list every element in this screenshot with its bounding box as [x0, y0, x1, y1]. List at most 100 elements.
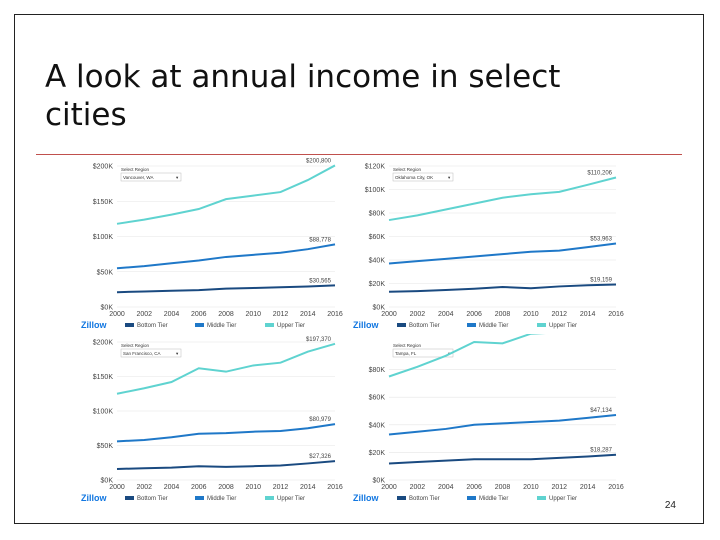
x-tick-label: 2014 [300, 484, 316, 491]
series-line-upper-tier [388, 334, 546, 378]
chart-panel-top-left: $0K $50K $100K $150K $200K 2000 2002 2004 2006 20… [77, 158, 345, 333]
legend-label: Middle Tier [207, 496, 236, 502]
chart-svg: $0K $50K $100K $150K $200K 2000 2002 2004 2006 20… [81, 158, 343, 330]
legend-label: Middle Tier [479, 496, 508, 502]
x-tick-label: 2004 [438, 311, 454, 318]
region-select-label: Select Region [121, 343, 150, 348]
x-tick-label: 2000 [381, 311, 397, 318]
x-tick-label: 2008 [218, 311, 234, 318]
series-line-middle-tier [388, 242, 617, 265]
y-tick-label: $0K [373, 478, 386, 485]
legend-label: Bottom Tier [137, 323, 168, 329]
legend-label: Bottom Tier [409, 323, 440, 329]
x-tick-label: 2000 [381, 484, 397, 491]
x-tick-label: 2002 [410, 484, 426, 491]
legend-label: Upper Tier [277, 496, 305, 502]
y-tick-label: $40K [369, 258, 386, 265]
x-tick-label: 2012 [273, 484, 289, 491]
legend-swatch [195, 323, 204, 327]
y-tick-label: $0K [101, 305, 114, 312]
x-tick-label: 2000 [109, 311, 125, 318]
title-divider [36, 154, 682, 155]
legend-label: Upper Tier [549, 323, 577, 329]
region-select-label: Select Region [393, 167, 422, 172]
chart-panel-top-right: $0K $20K $40K $60K $80K $100K $120K 2000 2002 200… [349, 158, 626, 333]
chart-panel-bottom-left: $0K $50K $100K $150K $200K 2000 2002 2004 2006 20… [77, 334, 345, 506]
y-tick-label: $80K [369, 367, 386, 374]
series-end-label: $30,565 [309, 278, 331, 284]
series-end-label: $19,159 [590, 277, 612, 283]
chart-svg: $0K $20K $40K $60K $80K 2000 2002 2004 2006 2008 2… [353, 334, 624, 503]
y-tick-label: $50K [97, 269, 114, 276]
chart-panel-bottom-right: $0K $20K $40K $60K $80K 2000 2002 2004 2006 2008 2… [349, 334, 626, 506]
x-tick-label: 2002 [136, 484, 152, 491]
series-line-bottom-tier [388, 283, 617, 293]
chevron-down-icon: ▾ [448, 175, 451, 180]
series-line-middle-tier [116, 423, 336, 443]
x-tick-label: 2002 [410, 311, 426, 318]
region-select-label: Select Region [121, 167, 150, 172]
region-select-value: Oklahoma City, OK [395, 175, 433, 180]
x-tick-label: 2008 [495, 311, 511, 318]
x-tick-label: 2010 [245, 484, 261, 491]
legend-swatch [265, 496, 274, 500]
y-tick-label: $100K [93, 409, 114, 416]
series-line-bottom-tier [388, 453, 617, 465]
region-select-value: San Francisco, CA [123, 351, 161, 356]
series-end-label: $110,206 [587, 171, 612, 177]
series-end-label: $88,778 [309, 237, 331, 243]
series-end-label: $200,800 [306, 158, 332, 164]
zillow-logo: Zillow [353, 493, 379, 503]
x-tick-label: 2004 [438, 484, 454, 491]
x-tick-label: 2014 [580, 311, 596, 318]
legend-label: Bottom Tier [137, 496, 168, 502]
x-tick-label: 2008 [495, 484, 511, 491]
region-select-box [120, 172, 182, 182]
x-tick-label: 2000 [109, 484, 125, 491]
y-tick-label: $100K [93, 234, 114, 241]
chart-svg: $0K $50K $100K $150K $200K 2000 2002 2004 2006 20… [81, 337, 343, 503]
series-end-label: $197,370 [306, 337, 332, 343]
y-tick-label: $100K [365, 187, 386, 194]
series-end-label: $47,134 [590, 408, 612, 414]
x-tick-label: 2002 [136, 311, 152, 318]
y-tick-label: $150K [93, 199, 114, 206]
chart-svg: $0K $20K $40K $60K $80K $100K $120K 2000 2002 200… [353, 164, 624, 331]
region-select-box [120, 348, 182, 358]
legend-swatch [397, 323, 406, 327]
x-tick-label: 2006 [191, 311, 207, 318]
series-end-label: $18,287 [590, 448, 612, 454]
series-end-label: $80,979 [309, 417, 331, 423]
y-tick-label: $120K [365, 164, 386, 171]
slide-frame [14, 14, 704, 524]
series-line-middle-tier [116, 243, 336, 270]
series-end-label: $27,326 [309, 454, 331, 460]
legend-swatch [265, 323, 274, 327]
series-end-label: $53,963 [590, 237, 612, 243]
page-number: 24 [664, 500, 676, 511]
x-tick-label: 2010 [523, 311, 539, 318]
legend-swatch [195, 496, 204, 500]
legend-label: Bottom Tier [409, 496, 440, 502]
chevron-down-icon: ▾ [176, 175, 179, 180]
x-tick-label: 2016 [327, 311, 343, 318]
series-line-upper-tier [388, 176, 617, 222]
x-tick-label: 2016 [608, 311, 624, 318]
legend-label: Upper Tier [549, 496, 577, 502]
region-select-value: Vancouver, WA [123, 175, 154, 180]
legend-swatch [467, 496, 476, 500]
y-tick-label: $200K [93, 340, 114, 347]
x-tick-label: 2012 [551, 484, 567, 491]
x-tick-label: 2008 [218, 484, 234, 491]
region-select-label: Select Region [393, 343, 422, 348]
y-tick-label: $20K [369, 281, 386, 288]
y-tick-label: $0K [101, 478, 114, 485]
series-line-middle-tier [388, 414, 617, 436]
y-tick-label: $60K [369, 234, 386, 241]
y-tick-label: $0K [373, 305, 386, 312]
y-tick-label: $50K [97, 443, 114, 450]
y-tick-label: $200K [93, 164, 114, 171]
y-tick-label: $80K [369, 211, 386, 218]
zillow-logo: Zillow [353, 320, 379, 330]
legend-swatch [537, 496, 546, 500]
